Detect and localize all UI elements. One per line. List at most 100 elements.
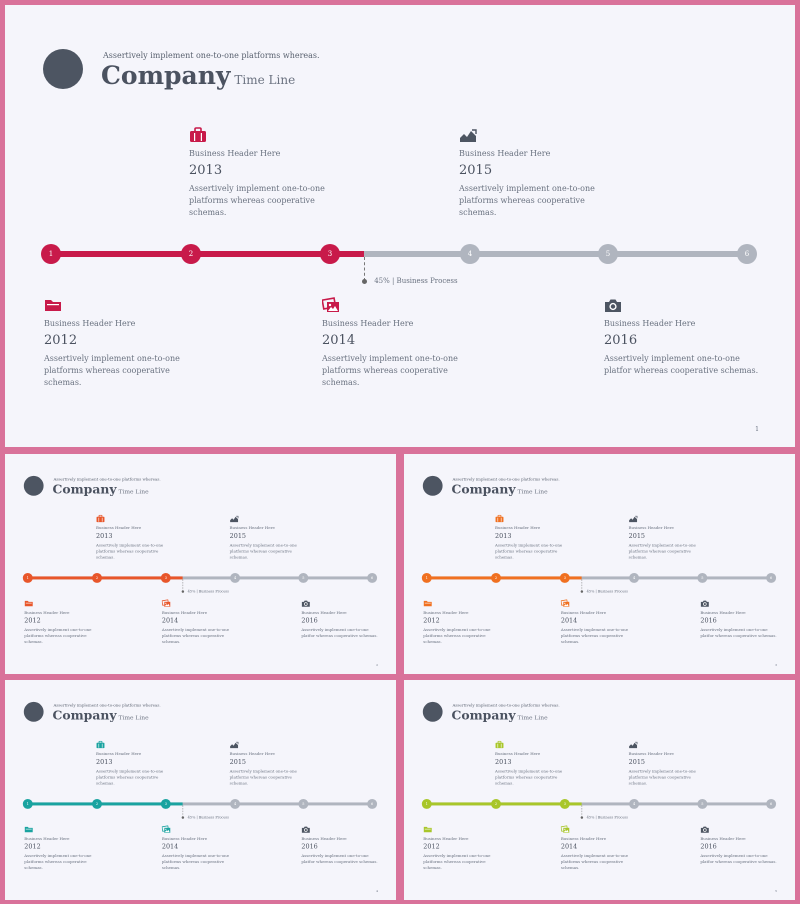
timeline-progress-fill: [51, 251, 365, 257]
milestone-year: 2013: [495, 532, 512, 541]
timeline-node: 5: [598, 244, 618, 264]
progress-label: 45% | Business Process: [187, 589, 229, 594]
timeline-progress-fill: [27, 802, 183, 806]
timeline-slide-1: Assertively implement one-to-one platfor…: [5, 5, 795, 447]
milestone-block: Business Header Here 2014 Assertively impl…: [560, 599, 645, 645]
milestone-year: 2014: [322, 333, 356, 348]
timeline-node: 6: [766, 572, 777, 583]
milestone-block: Business Header Here 2016 Assertively impl…: [301, 599, 385, 639]
progress-label: 45% | Business Process: [187, 815, 229, 820]
milestone-block: Business Header Here 2016 Assertively impl…: [604, 297, 774, 377]
milestone-year: 2016: [604, 333, 638, 348]
logo-circle: [422, 701, 443, 722]
milestone-block: Business Header Here 2015 Assertively impl…: [230, 741, 314, 787]
milestone-description: Assertively implement one-to-one platfor…: [161, 853, 230, 871]
page-subtitle: Time Line: [234, 73, 296, 87]
page-subtitle: Time Line: [118, 713, 149, 721]
milestone-header: Business Header Here: [459, 149, 551, 158]
milestone-description: Assertively implement one-to-one platfor…: [628, 769, 696, 786]
milestone-description: Assertively implement one-to-one platfor…: [495, 769, 563, 786]
milestone-year: 2014: [161, 617, 179, 625]
picture-icon: [560, 599, 570, 607]
milestone-block: Business Header Here 2015 Assertively impl…: [459, 127, 629, 219]
milestone-description: Assertively implement one-to-one platfor…: [322, 354, 458, 387]
milestone-header: Business Header Here: [161, 610, 208, 615]
camera-icon: [301, 825, 310, 833]
timeline-node: 5: [298, 572, 309, 583]
milestone-header: Business Header Here: [700, 610, 746, 615]
picture-icon: [161, 599, 171, 607]
milestone-header: Business Header Here: [322, 319, 414, 328]
folder-icon: [44, 297, 62, 313]
briefcase-icon: [189, 127, 207, 143]
milestone-description: Assertively implement one-to-one platfor…: [24, 853, 92, 871]
title-row: Company Time Line: [452, 708, 548, 722]
milestone-block: Business Header Here 2015 Assertively impl…: [629, 515, 713, 561]
timeline-node: 1: [421, 798, 432, 809]
briefcase-icon: [96, 514, 105, 523]
milestone-block: Business Header Here 2013 Assertively impl…: [96, 740, 180, 787]
milestone-header: Business Header Here: [229, 751, 275, 757]
tagline: Assertively implement one-to-one platfor…: [53, 702, 161, 708]
area-chart-icon: [629, 741, 638, 749]
camera-icon: [700, 825, 709, 833]
milestone-block: Business Header Here 2013 Assertively impl…: [189, 127, 359, 219]
timeline-progress-fill: [426, 576, 582, 580]
timeline-track: [426, 802, 772, 806]
milestone-year: 2016: [700, 617, 717, 625]
page-title: Company: [52, 707, 117, 723]
milestone-year: 2015: [628, 532, 646, 541]
milestone-header: Business Header Here: [423, 836, 469, 841]
page-number: 4: [376, 889, 379, 894]
milestone-header: Business Header Here: [628, 525, 674, 531]
camera-icon: [604, 297, 622, 313]
timeline-track: [51, 251, 747, 257]
timeline-node: 2: [92, 798, 102, 809]
milestone-description: Assertively implement one-to-one platfor…: [423, 853, 491, 871]
progress-label: 45% | Business Process: [586, 589, 628, 594]
tagline: Assertively implement one-to-one platfor…: [53, 476, 161, 482]
milestone-description: Assertively implement one-to-one platfor…: [423, 627, 491, 645]
picture-icon: [560, 825, 570, 833]
milestone-year: 2015: [459, 163, 493, 178]
milestone-description: Assertively implement one-to-one platfor…: [96, 543, 164, 560]
title-row: Company Time Line: [452, 482, 548, 496]
page-number: 3: [775, 663, 778, 668]
timeline-node: 3: [559, 798, 570, 809]
progress-marker-dot: [362, 279, 368, 284]
milestone-year: 2014: [560, 843, 578, 851]
milestone-header: Business Header Here: [560, 836, 607, 841]
folder-icon: [423, 825, 432, 833]
area-chart-icon: [629, 515, 638, 523]
milestone-header: Business Header Here: [628, 751, 674, 757]
milestone-block: Business Header Here 2015 Assertively impl…: [230, 515, 314, 561]
title-row: Company Time Line: [53, 482, 149, 496]
milestone-block: Business Header Here 2012 Assertively impl…: [24, 825, 108, 871]
timeline-slide-2: Assertively implement one-to-one platfor…: [5, 454, 396, 674]
tagline: Assertively implement one-to-one platfor…: [452, 476, 560, 482]
timeline-slide-3: Assertively implement one-to-one platfor…: [404, 454, 795, 674]
page-number: 5: [775, 889, 778, 894]
milestone-description: Assertively implement one-to-one platfor…: [560, 627, 629, 645]
milestone-block: Business Header Here 2012 Assertively impl…: [44, 297, 214, 389]
milestone-description: Assertively implement one-to-one platfor…: [44, 354, 180, 387]
title-row: Company Time Line: [53, 708, 149, 722]
milestone-description: Assertively implement one-to-one platfor…: [229, 769, 297, 786]
milestone-description: Assertively implement one-to-one platfor…: [24, 627, 92, 645]
milestone-header: Business Header Here: [495, 751, 541, 757]
timeline-node: 4: [230, 798, 241, 809]
page-subtitle: Time Line: [517, 487, 548, 495]
timeline-progress-fill: [426, 802, 582, 806]
milestone-block: Business Header Here 2012 Assertively impl…: [24, 599, 108, 645]
milestone-year: 2015: [229, 758, 247, 767]
timeline-track: [426, 576, 772, 580]
milestone-block: Business Header Here 2012 Assertively impl…: [423, 825, 507, 871]
milestone-year: 2014: [560, 617, 578, 625]
milestone-year: 2016: [700, 843, 717, 851]
milestone-year: 2013: [189, 163, 223, 178]
milestone-year: 2015: [628, 758, 646, 767]
progress-marker-line: [364, 257, 366, 281]
milestone-block: Business Header Here 2016 Assertively impl…: [301, 825, 385, 865]
camera-icon: [301, 599, 310, 607]
timeline-node: 1: [41, 244, 61, 264]
